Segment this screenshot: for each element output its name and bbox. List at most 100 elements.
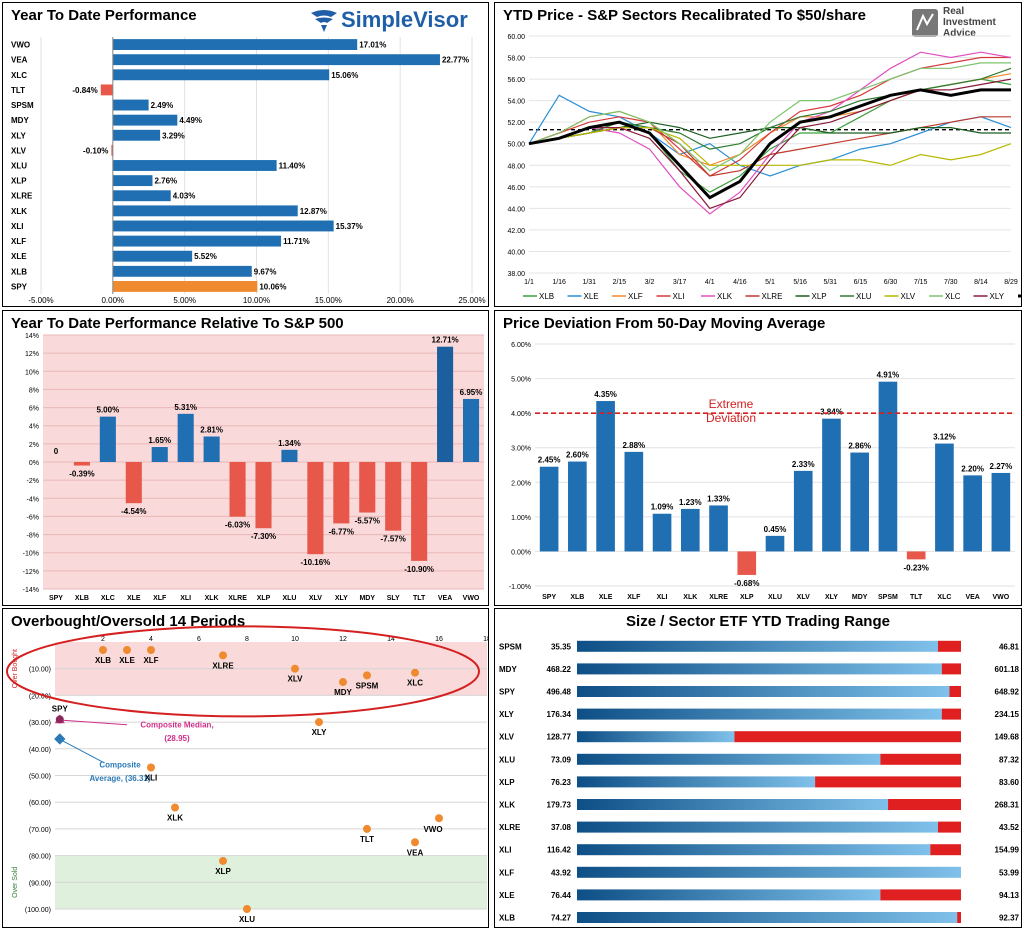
data-label: 5.31% [174,403,197,412]
point-label: XLB [95,656,111,665]
category-label: XLY [825,594,838,601]
data-label: 11.71% [283,237,310,246]
bar [793,470,813,552]
bar [385,462,402,531]
x-tick-label: 20.00% [387,296,414,303]
scatter-point [363,824,371,833]
x-tick-label: 3/2 [645,279,655,286]
y-tick-label: 56.00 [507,77,525,84]
legend-label: XLC [945,292,961,301]
data-label: 1.33% [707,494,730,503]
y-tick-label: -12% [23,569,39,576]
bar [624,451,644,552]
bar [281,449,298,462]
data-label: 4.91% [877,371,900,380]
point-label: TLT [360,835,374,844]
category-label: XLRE [228,595,247,602]
y-tick-label: 2% [29,442,39,449]
bar [112,250,193,262]
ticker-label: XLI [499,846,511,855]
y-tick-label: (70.00) [29,827,51,834]
deviation-chart: -1.00% 0.00% 1.00% 2.00% 3.00% 4.00% 5.00% 6.00… [509,342,1015,601]
category-label: VWO [463,595,480,602]
y-tick-label: (40.00) [29,747,51,754]
range-bar-red [880,889,961,901]
legend-label: XLK [717,292,733,301]
y-tick-label: -2% [27,478,39,485]
point-label: XLY [312,728,327,737]
x-tick-label: 6/30 [884,279,898,286]
x-tick-label: 1/1 [524,279,534,286]
bar [359,462,376,513]
x-tick-label: 10 [291,636,299,643]
bar [850,452,870,552]
range-bar-blue [577,663,942,675]
data-label: 22.77% [442,56,469,65]
category-label: XLB [11,267,27,276]
data-label: 2.33% [792,460,815,469]
category-label: XLI [657,594,668,601]
bar [112,69,330,81]
range-bar-blue [577,844,931,856]
y-tick-label: (90.00) [29,880,51,887]
series-line-xlv [528,126,1012,166]
data-label: 10.06% [259,282,286,291]
x-tick-label: 3/17 [673,279,687,286]
panel-title: Size / Sector ETF YTD Trading Range [626,613,890,630]
scatter-point [363,671,371,680]
data-label: -7.30% [251,532,276,541]
range-bar-blue [577,708,942,720]
bar [229,462,246,517]
ticker-label: SPY [499,688,516,697]
low-value: 43.92 [551,868,572,877]
y-tick-label: 12% [25,351,39,358]
category-label: SPY [49,595,63,602]
category-label: XLV [797,594,810,601]
x-tick-label: 0.00% [101,296,124,303]
scatter-point [291,664,299,673]
obos-panel: Overbought/Oversold 14 Periods (10.00) (2… [2,608,489,928]
ticker-label: XLB [499,914,515,923]
ticker-label: SPSM [499,642,522,651]
category-label: XLK [683,594,697,601]
category-label: TLT [910,594,923,601]
y-tick-label: 46.00 [507,185,525,192]
series-line-xlu [528,67,1012,150]
data-label: 4.49% [179,116,202,125]
scatter-point [147,763,155,772]
data-label: 0 [54,447,59,456]
y-tick-label: -8% [27,533,39,540]
ticker-label: XLRE [499,823,521,832]
data-label: 2.45% [538,456,561,465]
category-label: SPSM [11,101,34,110]
bar [73,462,90,466]
ticker-label: XLE [499,891,515,900]
point-label: XLE [119,656,135,665]
relative-performance-chart: -14% -12% -10% -8% -6% -4% -2% 0% 2% 4% 6% 8% 10% 12%… [23,333,484,602]
data-label: 3.84% [820,408,843,417]
bar [307,462,324,555]
bar [203,436,220,462]
high-value: 53.99 [999,868,1020,877]
bar [411,462,428,561]
data-label: 15.37% [336,222,363,231]
category-label: VEA [965,594,979,601]
ytd-performance-panel: Year To Date Performance SimpleVisor -5.… [2,2,489,307]
range-bar-blue [577,912,958,923]
bar [99,416,116,462]
x-tick-label: 2/15 [613,279,627,286]
y-tick-label: (100.00) [25,907,51,914]
low-value: 35.35 [551,642,572,651]
bar [177,413,194,462]
y-tick-label: 38.00 [507,271,525,278]
category-label: XLY [11,131,26,140]
y-tick-label: 48.00 [507,163,525,170]
point-label: XLC [407,679,423,688]
bar [822,418,841,552]
ria-text-3: Advice [943,28,976,39]
category-label: XLP [11,177,27,186]
legend-label: XLI [673,292,685,301]
y-tick-label: (20.00) [29,693,51,700]
category-label: TLT [11,86,25,95]
x-tick-label: 4/16 [733,279,747,286]
